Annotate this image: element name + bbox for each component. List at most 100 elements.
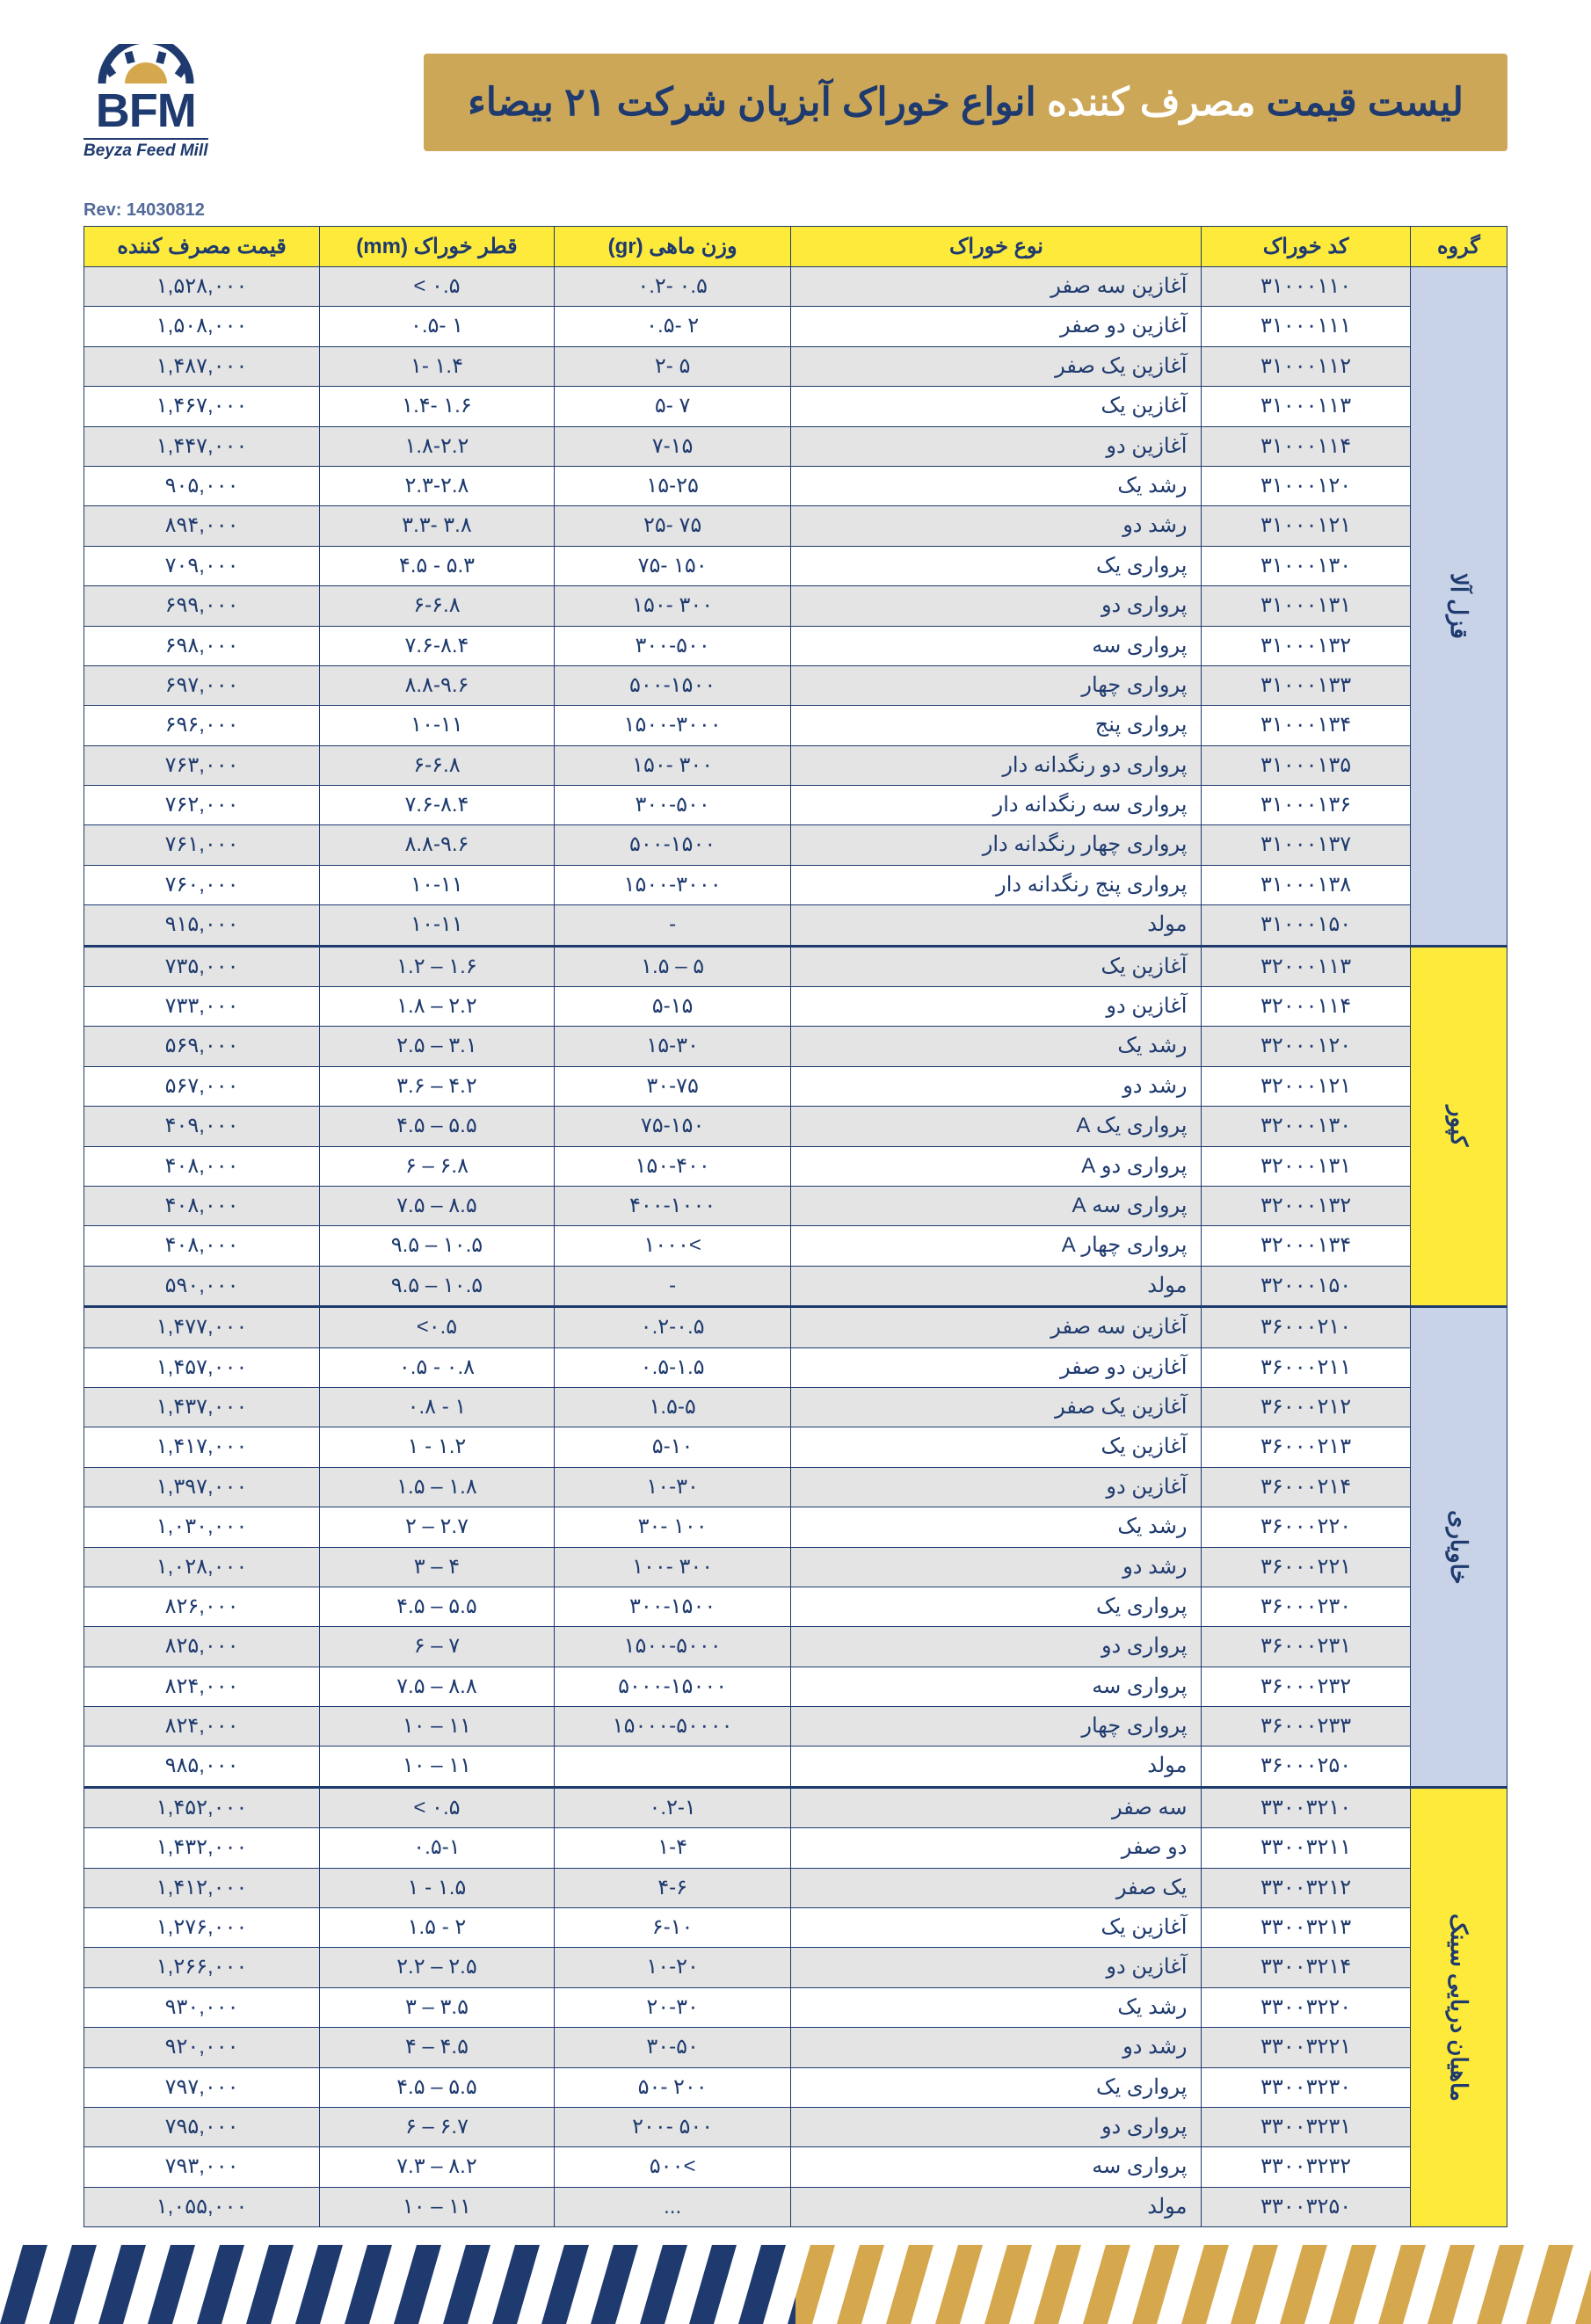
cell-diameter: ۱.۸ – ۲.۲ [320, 987, 555, 1027]
cell-price: ۹۲۰,۰۰۰ [84, 2028, 320, 2067]
cell-weight: - [554, 905, 791, 946]
cell-diameter: ۴.۵ – ۵.۵ [320, 1107, 555, 1146]
cell-price: ۸۲۴,۰۰۰ [84, 1667, 320, 1706]
cell-code: ۳۳۰۰۳۲۳۲ [1202, 2147, 1410, 2187]
group-cell: کپور [1410, 946, 1507, 1307]
cell-diameter: ۶-۶.۸ [320, 586, 555, 626]
cell-code: ۳۶۰۰۰۲۱۱ [1202, 1347, 1410, 1387]
cell-price: ۱,۴۵۲,۰۰۰ [84, 1787, 320, 1827]
cell-price: ۱,۴۶۷,۰۰۰ [84, 387, 320, 426]
cell-type: پرواری سه [791, 1667, 1202, 1706]
cell-diameter: ۱.۲ – ۱.۶ [320, 946, 555, 986]
cell-diameter: ۸.۸-۹.۶ [320, 665, 555, 705]
logo: BFM Beyza Feed Mill [84, 44, 208, 161]
cell-price: ۹۱۵,۰۰۰ [84, 905, 320, 946]
cell-type: پرواری دو [791, 2107, 1202, 2146]
cell-price: ۶۹۷,۰۰۰ [84, 665, 320, 705]
cell-weight: ۱۵۰۰۰-۵۰۰۰۰ [554, 1707, 791, 1747]
table-row: خاویاری۳۶۰۰۰۲۱۰آغازین سه صفر۰.۲-۰.۵<۰.۵۱… [84, 1307, 1507, 1347]
cell-weight: ۱۰-۳۰ [554, 1467, 791, 1507]
cell-price: ۴۰۸,۰۰۰ [84, 1146, 320, 1186]
cell-weight: ۱-۴ [554, 1828, 791, 1868]
title-pre: لیست قیمت [1255, 81, 1464, 124]
table-row: ۳۱۰۰۰۱۳۵پرواری دو رنگدانه دار۱۵۰- ۳۰۰۶-۶… [84, 745, 1507, 785]
cell-type: پرواری دو [791, 1627, 1202, 1667]
table-row: ۳۳۰۰۳۲۱۲یک صفر۴-۶۱ - ۱.۵۱,۴۱۲,۰۰۰ [84, 1868, 1507, 1907]
cell-diameter: ۲ – ۲.۷ [320, 1507, 555, 1547]
cell-diameter: ۱ - ۱.۲ [320, 1427, 555, 1467]
cell-weight: ۱۵۰۰-۵۰۰۰ [554, 1627, 791, 1667]
cell-weight: ۳۰۰-۱۵۰۰ [554, 1587, 791, 1626]
cell-diameter: ۰.۵-۱ [320, 1828, 555, 1868]
price-table: گروه کد خوراک نوع خوراک وزن ماهی (gr) قط… [84, 226, 1507, 2227]
cell-code: ۳۲۰۰۰۱۲۰ [1202, 1027, 1410, 1066]
cell-code: ۳۱۰۰۰۱۳۴ [1202, 706, 1410, 745]
cell-type: پرواری سه رنگدانه دار [791, 786, 1202, 825]
cell-code: ۳۱۰۰۰۱۳۲ [1202, 626, 1410, 665]
cell-type: پرواری پنج رنگدانه دار [791, 865, 1202, 904]
table-row: ۳۲۰۰۰۱۵۰مولد-۹.۵ – ۱۰.۵۵۹۰,۰۰۰ [84, 1266, 1507, 1306]
cell-type: پرواری چهار A [791, 1226, 1202, 1266]
table-row: ۳۳۰۰۳۲۳۱پرواری دو۲۰۰- ۵۰۰۶ – ۶.۷۷۹۵,۰۰۰ [84, 2107, 1507, 2146]
cell-price: ۹۰۵,۰۰۰ [84, 466, 320, 505]
cell-diameter: ۷.۵ – ۸.۵ [320, 1186, 555, 1225]
cell-code: ۳۲۰۰۰۱۳۱ [1202, 1146, 1410, 1186]
cell-price: ۹۸۵,۰۰۰ [84, 1747, 320, 1787]
table-row: ۳۶۰۰۰۲۳۳پرواری چهار۱۵۰۰۰-۵۰۰۰۰۱۰ – ۱۱۸۲۴… [84, 1707, 1507, 1747]
table-row: ۳۲۰۰۰۱۲۱رشد دو۳۰-۷۵۳.۶ – ۴.۲۵۶۷,۰۰۰ [84, 1066, 1507, 1106]
cell-weight: ۶-۱۰ [554, 1908, 791, 1948]
table-row: ۳۶۰۰۰۲۳۲پرواری سه۵۰۰۰-۱۵۰۰۰۷.۵ – ۸.۸۸۲۴,… [84, 1667, 1507, 1706]
cell-price: ۱,۰۳۰,۰۰۰ [84, 1507, 320, 1547]
cell-code: ۳۲۰۰۰۱۲۱ [1202, 1066, 1410, 1106]
cell-code: ۳۲۰۰۰۱۳۰ [1202, 1107, 1410, 1146]
cell-code: ۳۱۰۰۰۱۳۱ [1202, 586, 1410, 626]
title-highlight: مصرف کننده [1047, 81, 1256, 124]
page-title: لیست قیمت مصرف کننده انواع خوراک آبزیان … [424, 54, 1507, 151]
cell-diameter: ۱۰-۱۱ [320, 905, 555, 946]
table-row: ۳۱۰۰۰۱۳۷پرواری چهار رنگدانه دار۵۰۰-۱۵۰۰۸… [84, 825, 1507, 865]
cell-type: آغازین سه صفر [791, 267, 1202, 307]
table-row: ۳۳۰۰۳۲۵۰مولد...۱۰ – ۱۱۱,۰۵۵,۰۰۰ [84, 2187, 1507, 2226]
cell-weight: ۱.۵ – ۵ [554, 946, 791, 986]
cell-type: پرواری سه [791, 626, 1202, 665]
cell-diameter: ۳ – ۳.۵ [320, 1987, 555, 2027]
table-row: ۳۱۰۰۰۱۱۳آغازین یک۵- ۷۱.۴- ۱.۶۱,۴۶۷,۰۰۰ [84, 387, 1507, 426]
page-header: لیست قیمت مصرف کننده انواع خوراک آبزیان … [0, 0, 1591, 200]
group-cell: قزل آلا [1410, 267, 1507, 947]
cell-code: ۳۲۰۰۰۱۳۴ [1202, 1226, 1410, 1266]
cell-price: ۷۹۵,۰۰۰ [84, 2107, 320, 2146]
cell-code: ۳۱۰۰۰۱۳۰ [1202, 546, 1410, 585]
cell-diameter: ۸.۸-۹.۶ [320, 825, 555, 865]
cell-price: ۱,۰۲۸,۰۰۰ [84, 1547, 320, 1587]
cell-price: ۱,۴۳۲,۰۰۰ [84, 1828, 320, 1868]
cell-code: ۳۶۰۰۰۲۵۰ [1202, 1747, 1410, 1787]
table-row: ۳۱۰۰۰۱۳۴پرواری پنج۱۵۰۰-۳۰۰۰۱۰-۱۱۶۹۶,۰۰۰ [84, 706, 1507, 745]
cell-weight: ۳۰۰-۵۰۰ [554, 786, 791, 825]
cell-price: ۴۰۸,۰۰۰ [84, 1186, 320, 1225]
logo-sub-text: Beyza Feed Mill [84, 138, 208, 161]
cell-weight: ۷۵- ۱۵۰ [554, 546, 791, 585]
cell-type: مولد [791, 1747, 1202, 1787]
cell-weight: ۵-۱۰ [554, 1427, 791, 1467]
cell-price: ۱,۵۲۸,۰۰۰ [84, 267, 320, 307]
cell-code: ۳۱۰۰۰۱۳۷ [1202, 825, 1410, 865]
cell-price: ۶۹۸,۰۰۰ [84, 626, 320, 665]
cell-code: ۳۶۰۰۰۲۱۴ [1202, 1467, 1410, 1507]
cell-code: ۳۳۰۰۳۲۳۰ [1202, 2067, 1410, 2107]
cell-type: آغازین سه صفر [791, 1307, 1202, 1347]
cell-code: ۳۱۰۰۰۱۲۱ [1202, 506, 1410, 546]
cell-code: ۳۶۰۰۰۲۱۰ [1202, 1307, 1410, 1347]
cell-price: ۷۳۳,۰۰۰ [84, 987, 320, 1027]
cell-diameter: < ۰.۵ [320, 267, 555, 307]
cell-code: ۳۳۰۰۳۲۱۲ [1202, 1868, 1410, 1907]
cell-diameter: ۳.۶ – ۴.۲ [320, 1066, 555, 1106]
cell-weight: ۱۰۰- ۳۰۰ [554, 1547, 791, 1587]
th-code: کد خوراک [1202, 227, 1410, 267]
cell-price: ۵۶۷,۰۰۰ [84, 1066, 320, 1106]
cell-diameter: ۳.۳- ۳.۸ [320, 506, 555, 546]
cell-code: ۳۱۰۰۰۱۳۶ [1202, 786, 1410, 825]
cell-type: آغازین دو [791, 987, 1202, 1027]
cell-weight: ۱۰۰۰< [554, 1226, 791, 1266]
table-row: ۳۶۰۰۰۲۱۳آغازین یک۵-۱۰۱ - ۱.۲۱,۴۱۷,۰۰۰ [84, 1427, 1507, 1467]
cell-diameter: <۰.۵ [320, 1307, 555, 1347]
